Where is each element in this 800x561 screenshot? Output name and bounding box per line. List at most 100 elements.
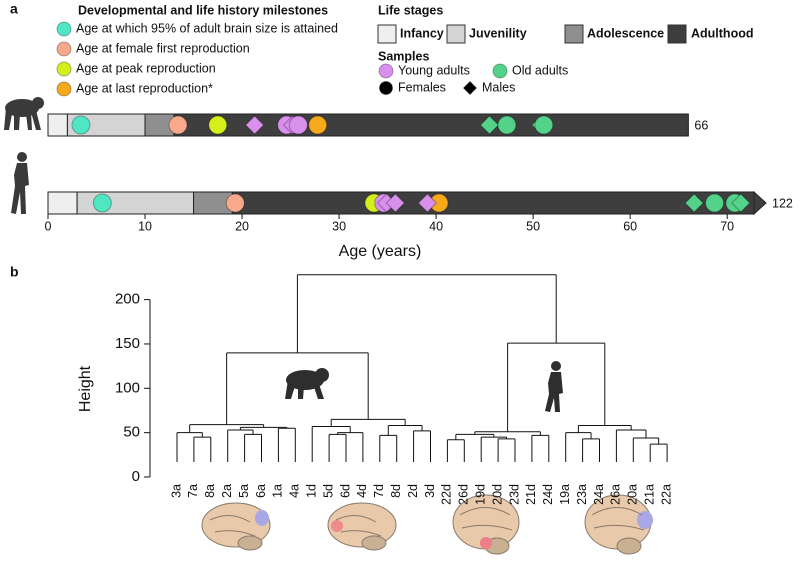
- legend-label: Age at which 95% of adult brain size is …: [76, 21, 338, 35]
- legend-label: Adulthood: [691, 26, 753, 40]
- x-tick-label: 20: [235, 219, 249, 233]
- legend-swatch: [56, 41, 72, 57]
- leaf-label: 3d: [423, 484, 437, 498]
- leaf-label: 24a: [592, 484, 606, 505]
- sample-marker: [288, 115, 308, 135]
- leaf-label: 7a: [186, 484, 200, 498]
- legend-title: Life stages: [378, 3, 443, 17]
- milestone-marker: [92, 193, 112, 213]
- sample-marker: [244, 115, 265, 135]
- leaf-label: 5d: [321, 484, 335, 498]
- legend-swatch: [462, 80, 478, 96]
- y-tick-label: 100: [115, 379, 140, 396]
- life-stage-bar: [47, 113, 68, 137]
- brain: [584, 494, 653, 555]
- milestone-marker: [225, 193, 245, 213]
- brain: [452, 494, 520, 555]
- leaf-label: 1d: [304, 484, 318, 498]
- legend-label: Young adults: [398, 63, 470, 77]
- leaf-label: 20d: [490, 484, 504, 505]
- legend-label: Age at peak reproduction: [76, 61, 216, 75]
- panel-label: a: [10, 1, 18, 17]
- leaf-label: 21d: [524, 484, 538, 505]
- legend-label: Juvenility: [469, 26, 527, 40]
- brain-images: [201, 494, 653, 555]
- panel-label: b: [10, 264, 19, 280]
- leaf-label: 19a: [558, 484, 572, 505]
- leaf-label: 26d: [457, 484, 471, 505]
- legend-swatch: [564, 24, 584, 44]
- human-icon: [11, 152, 29, 214]
- milestone-marker: [168, 115, 188, 135]
- sample-marker: [705, 193, 725, 213]
- x-tick-label: 50: [526, 219, 540, 233]
- leaf-label: 4a: [288, 484, 302, 498]
- leaf-label: 4d: [355, 484, 369, 498]
- end-age-label: 122: [772, 196, 793, 210]
- leaf-label: 7d: [372, 484, 386, 498]
- sample-marker: [731, 193, 751, 213]
- chimp-icon: [285, 368, 329, 399]
- leaf-label: 22a: [659, 484, 673, 505]
- brain: [201, 502, 271, 551]
- legend-swatch: [446, 24, 466, 44]
- y-tick-label: 50: [123, 424, 140, 441]
- leaf-label: 21a: [642, 484, 656, 505]
- milestone-marker: [308, 115, 328, 135]
- sample-marker: [479, 115, 500, 135]
- legend-label: Age at female first reproduction: [76, 41, 250, 55]
- y-tick-label: 200: [115, 291, 140, 308]
- legend-label: Females: [398, 80, 446, 94]
- legend-swatch: [56, 61, 72, 77]
- end-age-label: 66: [694, 118, 708, 132]
- leaf-label: 2a: [220, 484, 234, 498]
- legend-label: Males: [482, 80, 515, 94]
- x-tick-label: 30: [332, 219, 346, 233]
- leaf-label: 3a: [169, 484, 183, 498]
- leaf-label: 24d: [541, 484, 555, 505]
- x-axis-label: Age (years): [339, 243, 422, 260]
- legend-title: Samples: [378, 49, 429, 63]
- leaf-label: 6a: [254, 484, 268, 498]
- legend-swatch: [377, 24, 397, 44]
- legend-label: Infancy: [400, 26, 444, 40]
- legend-swatch: [56, 81, 72, 97]
- leaf-label: 19d: [473, 484, 487, 505]
- human-icon: [545, 361, 563, 412]
- y-tick-label: 0: [132, 468, 140, 485]
- leaf-label: 23d: [507, 484, 521, 505]
- life-stage-bar: [47, 191, 78, 215]
- brain: [327, 502, 397, 551]
- leaf-label: 8a: [203, 484, 217, 498]
- bar-arrow: [753, 190, 767, 216]
- life-stage-bar: [231, 191, 755, 215]
- legend-swatch: [378, 63, 394, 79]
- legend-label: Old adults: [512, 63, 568, 77]
- sample-marker: [385, 193, 406, 213]
- legend-swatch: [56, 21, 72, 37]
- leaf-label: 1a: [271, 484, 285, 498]
- legend-label: Age at last reproduction*: [76, 81, 213, 95]
- leaf-label: 22d: [440, 484, 454, 505]
- legend-swatch: [379, 81, 393, 95]
- y-tick-label: 150: [115, 335, 140, 352]
- x-tick-label: 60: [623, 219, 637, 233]
- chimp-icon: [4, 97, 44, 130]
- y-axis-label: Height: [77, 365, 94, 412]
- x-tick-label: 10: [138, 219, 152, 233]
- sample-marker: [684, 193, 704, 213]
- sample-marker: [497, 115, 517, 135]
- sample-marker: [534, 115, 554, 135]
- milestone-marker: [208, 115, 228, 135]
- milestone-marker: [71, 115, 91, 135]
- leaf-label: 2d: [406, 484, 420, 498]
- legend-swatch: [667, 24, 687, 44]
- leaf-label: 23a: [575, 484, 589, 505]
- legend-label: Adolescence: [587, 26, 664, 40]
- x-tick-label: 70: [720, 219, 734, 233]
- legend-title: Developmental and life history milestone…: [78, 3, 328, 17]
- leaf-label: 8d: [389, 484, 403, 498]
- legend-swatch: [492, 63, 508, 79]
